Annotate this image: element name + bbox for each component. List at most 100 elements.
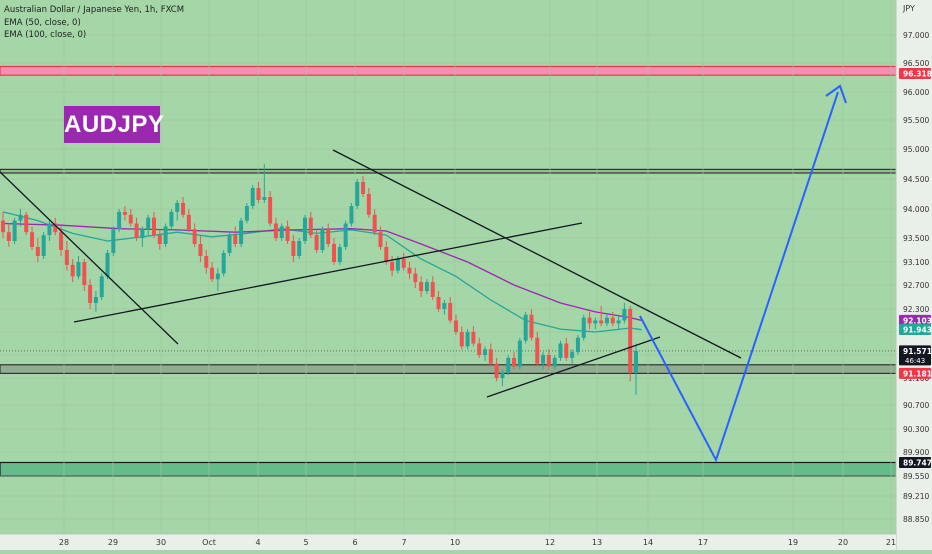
candle[interactable] <box>570 349 575 364</box>
candle[interactable] <box>93 291 98 312</box>
candle[interactable] <box>76 256 81 280</box>
candle[interactable] <box>308 211 313 238</box>
candle[interactable] <box>471 326 476 347</box>
candle[interactable] <box>558 340 563 361</box>
candle[interactable] <box>268 191 273 227</box>
candle[interactable] <box>366 188 371 218</box>
zone-demand[interactable] <box>0 461 897 477</box>
candle[interactable] <box>140 226 145 247</box>
candle[interactable] <box>535 332 540 367</box>
candle[interactable] <box>53 217 58 236</box>
candle[interactable] <box>634 343 638 395</box>
trendline-channel-bottom[interactable] <box>486 336 661 398</box>
candle[interactable] <box>70 259 75 283</box>
candle[interactable] <box>529 309 534 341</box>
candle[interactable] <box>250 185 255 209</box>
candle[interactable] <box>581 314 586 341</box>
candle[interactable] <box>47 220 52 241</box>
candle[interactable] <box>99 273 104 301</box>
trendline-left-down[interactable] <box>0 171 179 345</box>
candle[interactable] <box>593 317 598 330</box>
candle[interactable] <box>64 241 69 271</box>
candle[interactable] <box>628 306 633 382</box>
ema-100-legend[interactable]: EMA (100, close, 0) <box>4 30 87 40</box>
candle[interactable] <box>111 226 116 256</box>
candle[interactable] <box>1 211 5 238</box>
candle[interactable] <box>244 203 249 224</box>
candle[interactable] <box>575 334 580 355</box>
candle[interactable] <box>35 238 40 262</box>
zone-upper-range[interactable] <box>0 168 897 174</box>
candle[interactable] <box>215 267 220 291</box>
candle[interactable] <box>604 314 609 327</box>
candle[interactable] <box>459 326 464 350</box>
candle[interactable] <box>320 226 325 253</box>
candle[interactable] <box>12 217 17 244</box>
candle[interactable] <box>88 279 93 309</box>
candle[interactable] <box>314 229 319 253</box>
candle[interactable] <box>262 164 267 203</box>
candle[interactable] <box>279 223 284 242</box>
candle[interactable] <box>546 349 551 370</box>
candle[interactable] <box>622 303 627 324</box>
candle[interactable] <box>186 209 191 233</box>
ema-50-legend[interactable]: EMA (50, close, 0) <box>4 18 81 28</box>
candle[interactable] <box>233 226 238 247</box>
candle[interactable] <box>146 214 151 236</box>
candle[interactable] <box>587 311 592 330</box>
candle[interactable] <box>488 343 493 367</box>
candle[interactable] <box>227 232 232 256</box>
projection-path[interactable] <box>639 91 839 463</box>
candle[interactable] <box>122 206 127 221</box>
candle[interactable] <box>41 232 46 259</box>
candle[interactable] <box>332 238 337 265</box>
candle[interactable] <box>512 352 517 370</box>
candle[interactable] <box>198 235 203 262</box>
candle[interactable] <box>401 253 406 271</box>
candle[interactable] <box>297 238 302 259</box>
candle[interactable] <box>291 235 296 262</box>
candle[interactable] <box>128 209 133 227</box>
zone-support[interactable] <box>0 364 897 374</box>
candle[interactable] <box>349 203 354 227</box>
candle[interactable] <box>337 244 342 265</box>
candle[interactable] <box>413 267 418 288</box>
candle[interactable] <box>6 223 11 248</box>
candle[interactable] <box>442 300 447 315</box>
candle[interactable] <box>18 209 23 227</box>
candle[interactable] <box>326 223 331 248</box>
candle[interactable] <box>24 211 29 236</box>
candle[interactable] <box>378 226 383 250</box>
candle[interactable] <box>273 217 278 241</box>
candle[interactable] <box>552 355 557 370</box>
candle[interactable] <box>256 182 261 203</box>
trendline-descending-resistance[interactable] <box>332 149 742 359</box>
candle[interactable] <box>302 214 307 244</box>
candle[interactable] <box>523 311 528 344</box>
candle[interactable] <box>204 250 209 274</box>
candle[interactable] <box>465 329 470 350</box>
candle[interactable] <box>407 262 412 280</box>
candle[interactable] <box>355 179 360 209</box>
candle[interactable] <box>361 176 366 197</box>
candle[interactable] <box>30 226 35 250</box>
trendline-rising-support[interactable] <box>73 222 583 323</box>
candle[interactable] <box>163 223 168 248</box>
time-axis[interactable] <box>0 534 896 550</box>
candle[interactable] <box>430 276 435 300</box>
candle[interactable] <box>82 259 87 291</box>
candle[interactable] <box>448 297 453 324</box>
candle[interactable] <box>221 250 226 277</box>
candle[interactable] <box>494 357 499 382</box>
candle[interactable] <box>117 209 122 233</box>
candle[interactable] <box>517 337 522 370</box>
candle[interactable] <box>419 276 424 297</box>
candle[interactable] <box>151 211 156 238</box>
candle[interactable] <box>453 314 458 335</box>
candle[interactable] <box>372 209 377 236</box>
candle[interactable] <box>599 306 604 327</box>
candle[interactable] <box>239 217 244 247</box>
candle[interactable] <box>541 352 546 370</box>
zone-resistance[interactable] <box>0 65 897 76</box>
